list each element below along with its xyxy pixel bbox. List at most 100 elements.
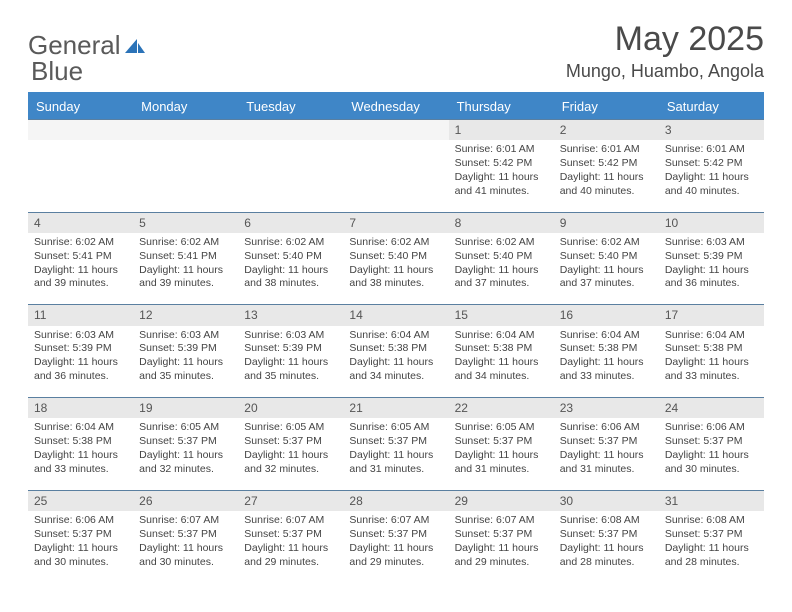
day-number: 21 bbox=[343, 398, 448, 419]
day-number: 23 bbox=[554, 398, 659, 419]
day-cell: Sunrise: 6:05 AM Sunset: 5:37 PM Dayligh… bbox=[238, 418, 343, 490]
page-header: General May 2025 Mungo, Huambo, Angola bbox=[28, 20, 764, 82]
brand-sail-icon bbox=[123, 37, 147, 55]
day-number: 22 bbox=[449, 398, 554, 419]
day-number: 17 bbox=[659, 305, 764, 326]
day-number: 18 bbox=[28, 398, 133, 419]
day-cell: Sunrise: 6:07 AM Sunset: 5:37 PM Dayligh… bbox=[343, 511, 448, 583]
day-cell: Sunrise: 6:06 AM Sunset: 5:37 PM Dayligh… bbox=[659, 418, 764, 490]
day-cell: Sunrise: 6:01 AM Sunset: 5:42 PM Dayligh… bbox=[449, 140, 554, 212]
day-cell: Sunrise: 6:03 AM Sunset: 5:39 PM Dayligh… bbox=[238, 326, 343, 398]
weekday-sunday: Sunday bbox=[28, 93, 133, 120]
content-row: Sunrise: 6:03 AM Sunset: 5:39 PM Dayligh… bbox=[28, 326, 764, 398]
day-number: 2 bbox=[554, 120, 659, 141]
day-number: 29 bbox=[449, 490, 554, 511]
day-cell-text: Sunrise: 6:05 AM Sunset: 5:37 PM Dayligh… bbox=[244, 421, 337, 476]
day-cell: Sunrise: 6:08 AM Sunset: 5:37 PM Dayligh… bbox=[554, 511, 659, 583]
day-cell: Sunrise: 6:03 AM Sunset: 5:39 PM Dayligh… bbox=[659, 233, 764, 305]
day-number: 30 bbox=[554, 490, 659, 511]
day-cell: Sunrise: 6:04 AM Sunset: 5:38 PM Dayligh… bbox=[449, 326, 554, 398]
calendar-body: 123Sunrise: 6:01 AM Sunset: 5:42 PM Dayl… bbox=[28, 120, 764, 583]
day-cell-text: Sunrise: 6:03 AM Sunset: 5:39 PM Dayligh… bbox=[665, 236, 758, 291]
day-cell-text: Sunrise: 6:02 AM Sunset: 5:40 PM Dayligh… bbox=[560, 236, 653, 291]
day-number: 4 bbox=[28, 212, 133, 233]
day-cell: Sunrise: 6:03 AM Sunset: 5:39 PM Dayligh… bbox=[133, 326, 238, 398]
day-number: 15 bbox=[449, 305, 554, 326]
brand-word2: Blue bbox=[31, 56, 83, 86]
day-cell: Sunrise: 6:02 AM Sunset: 5:40 PM Dayligh… bbox=[343, 233, 448, 305]
location-subtitle: Mungo, Huambo, Angola bbox=[566, 61, 764, 82]
weekday-tuesday: Tuesday bbox=[238, 93, 343, 120]
day-cell: Sunrise: 6:06 AM Sunset: 5:37 PM Dayligh… bbox=[554, 418, 659, 490]
day-cell: Sunrise: 6:03 AM Sunset: 5:39 PM Dayligh… bbox=[28, 326, 133, 398]
day-cell-text: Sunrise: 6:02 AM Sunset: 5:41 PM Dayligh… bbox=[139, 236, 232, 291]
day-number: 6 bbox=[238, 212, 343, 233]
day-cell-text: Sunrise: 6:02 AM Sunset: 5:40 PM Dayligh… bbox=[349, 236, 442, 291]
day-number: 19 bbox=[133, 398, 238, 419]
day-cell-text: Sunrise: 6:03 AM Sunset: 5:39 PM Dayligh… bbox=[139, 329, 232, 384]
day-number: 12 bbox=[133, 305, 238, 326]
day-number: 1 bbox=[449, 120, 554, 141]
day-number: 16 bbox=[554, 305, 659, 326]
day-number: 25 bbox=[28, 490, 133, 511]
day-cell bbox=[28, 140, 133, 212]
day-cell-text: Sunrise: 6:06 AM Sunset: 5:37 PM Dayligh… bbox=[560, 421, 653, 476]
day-cell-text: Sunrise: 6:01 AM Sunset: 5:42 PM Dayligh… bbox=[665, 143, 758, 198]
day-number: 20 bbox=[238, 398, 343, 419]
day-cell-text: Sunrise: 6:08 AM Sunset: 5:37 PM Dayligh… bbox=[665, 514, 758, 569]
day-number: 9 bbox=[554, 212, 659, 233]
day-cell bbox=[133, 140, 238, 212]
day-cell: Sunrise: 6:04 AM Sunset: 5:38 PM Dayligh… bbox=[554, 326, 659, 398]
weekday-header-row: Sunday Monday Tuesday Wednesday Thursday… bbox=[28, 93, 764, 120]
day-cell: Sunrise: 6:04 AM Sunset: 5:38 PM Dayligh… bbox=[343, 326, 448, 398]
calendar-table: Sunday Monday Tuesday Wednesday Thursday… bbox=[28, 92, 764, 583]
day-number: 31 bbox=[659, 490, 764, 511]
day-number: 26 bbox=[133, 490, 238, 511]
day-number bbox=[133, 120, 238, 141]
day-cell: Sunrise: 6:04 AM Sunset: 5:38 PM Dayligh… bbox=[28, 418, 133, 490]
day-cell-text: Sunrise: 6:07 AM Sunset: 5:37 PM Dayligh… bbox=[349, 514, 442, 569]
day-number: 10 bbox=[659, 212, 764, 233]
day-cell: Sunrise: 6:05 AM Sunset: 5:37 PM Dayligh… bbox=[133, 418, 238, 490]
day-cell-text: Sunrise: 6:05 AM Sunset: 5:37 PM Dayligh… bbox=[349, 421, 442, 476]
day-cell-text: Sunrise: 6:03 AM Sunset: 5:39 PM Dayligh… bbox=[244, 329, 337, 384]
day-cell: Sunrise: 6:02 AM Sunset: 5:40 PM Dayligh… bbox=[238, 233, 343, 305]
day-cell: Sunrise: 6:06 AM Sunset: 5:37 PM Dayligh… bbox=[28, 511, 133, 583]
day-number bbox=[238, 120, 343, 141]
day-cell: Sunrise: 6:02 AM Sunset: 5:40 PM Dayligh… bbox=[449, 233, 554, 305]
content-row: Sunrise: 6:01 AM Sunset: 5:42 PM Dayligh… bbox=[28, 140, 764, 212]
day-cell bbox=[343, 140, 448, 212]
day-cell: Sunrise: 6:04 AM Sunset: 5:38 PM Dayligh… bbox=[659, 326, 764, 398]
day-cell: Sunrise: 6:05 AM Sunset: 5:37 PM Dayligh… bbox=[449, 418, 554, 490]
day-cell-text: Sunrise: 6:04 AM Sunset: 5:38 PM Dayligh… bbox=[349, 329, 442, 384]
weekday-monday: Monday bbox=[133, 93, 238, 120]
day-cell-text: Sunrise: 6:07 AM Sunset: 5:37 PM Dayligh… bbox=[139, 514, 232, 569]
daynum-row: 123 bbox=[28, 120, 764, 141]
title-block: May 2025 Mungo, Huambo, Angola bbox=[566, 20, 764, 82]
content-row: Sunrise: 6:06 AM Sunset: 5:37 PM Dayligh… bbox=[28, 511, 764, 583]
day-cell-text: Sunrise: 6:08 AM Sunset: 5:37 PM Dayligh… bbox=[560, 514, 653, 569]
month-title: May 2025 bbox=[566, 20, 764, 59]
day-cell-text: Sunrise: 6:01 AM Sunset: 5:42 PM Dayligh… bbox=[455, 143, 548, 198]
day-cell-text: Sunrise: 6:04 AM Sunset: 5:38 PM Dayligh… bbox=[560, 329, 653, 384]
day-cell-text: Sunrise: 6:04 AM Sunset: 5:38 PM Dayligh… bbox=[455, 329, 548, 384]
day-cell: Sunrise: 6:01 AM Sunset: 5:42 PM Dayligh… bbox=[659, 140, 764, 212]
day-number bbox=[343, 120, 448, 141]
content-row: Sunrise: 6:04 AM Sunset: 5:38 PM Dayligh… bbox=[28, 418, 764, 490]
day-cell: Sunrise: 6:02 AM Sunset: 5:40 PM Dayligh… bbox=[554, 233, 659, 305]
day-cell: Sunrise: 6:07 AM Sunset: 5:37 PM Dayligh… bbox=[238, 511, 343, 583]
day-number bbox=[28, 120, 133, 141]
day-cell: Sunrise: 6:07 AM Sunset: 5:37 PM Dayligh… bbox=[133, 511, 238, 583]
day-number: 13 bbox=[238, 305, 343, 326]
day-number: 14 bbox=[343, 305, 448, 326]
daynum-row: 25262728293031 bbox=[28, 490, 764, 511]
day-cell bbox=[238, 140, 343, 212]
day-cell-text: Sunrise: 6:07 AM Sunset: 5:37 PM Dayligh… bbox=[455, 514, 548, 569]
brand-word2-wrap: Blue bbox=[31, 56, 83, 87]
day-number: 3 bbox=[659, 120, 764, 141]
daynum-row: 11121314151617 bbox=[28, 305, 764, 326]
day-cell-text: Sunrise: 6:01 AM Sunset: 5:42 PM Dayligh… bbox=[560, 143, 653, 198]
day-cell: Sunrise: 6:05 AM Sunset: 5:37 PM Dayligh… bbox=[343, 418, 448, 490]
weekday-saturday: Saturday bbox=[659, 93, 764, 120]
day-cell: Sunrise: 6:08 AM Sunset: 5:37 PM Dayligh… bbox=[659, 511, 764, 583]
